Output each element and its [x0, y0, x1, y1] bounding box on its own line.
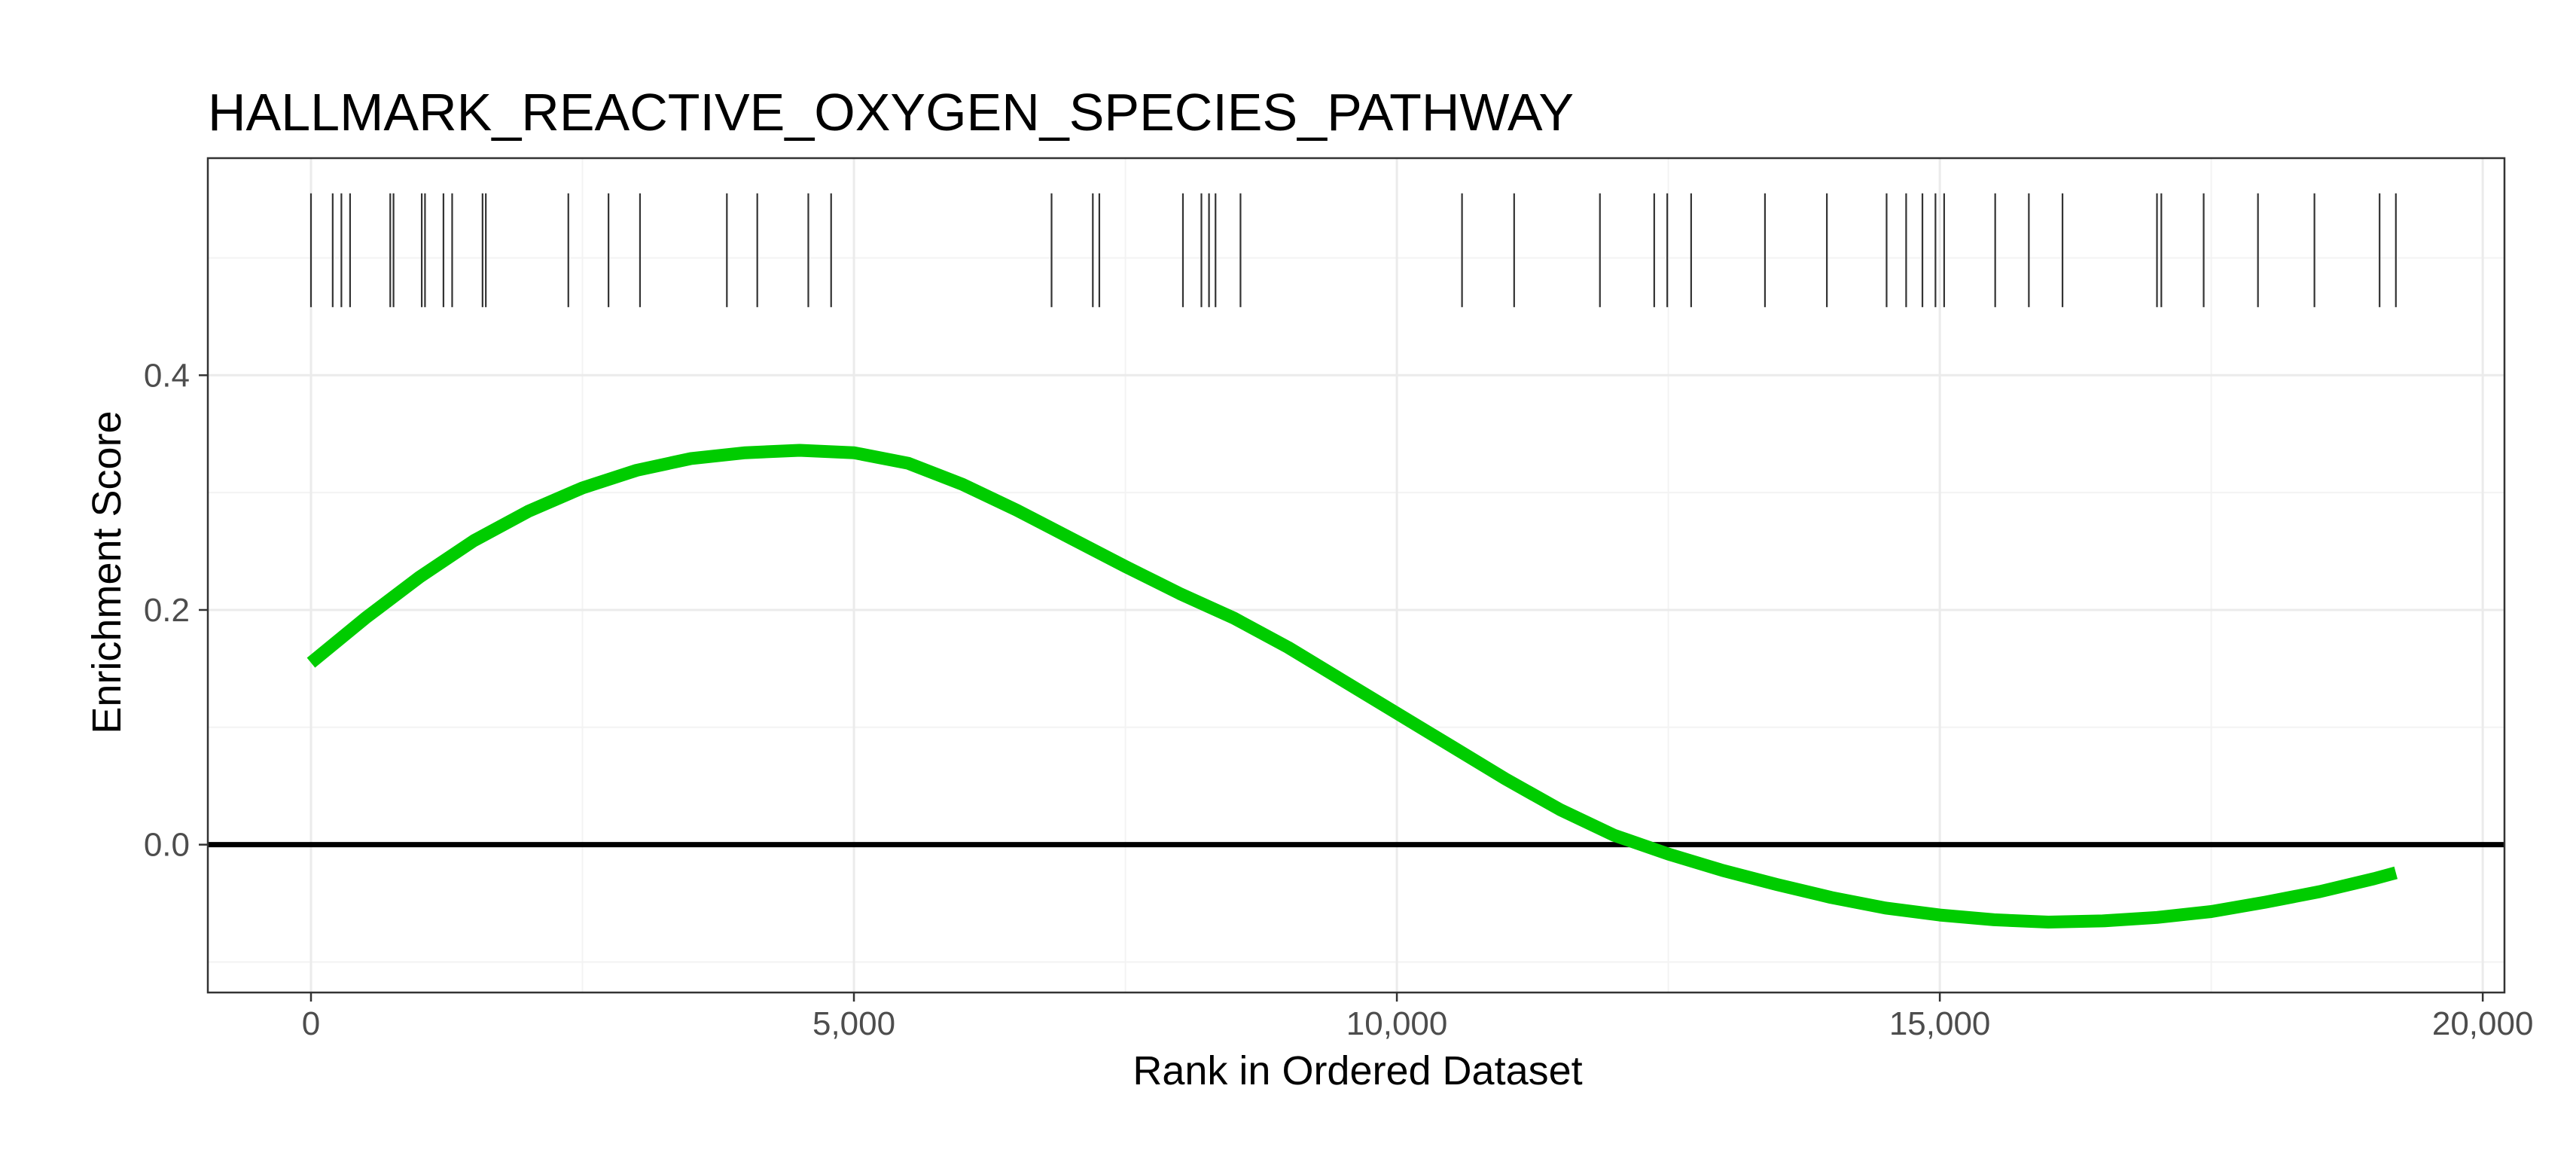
- minor-gridlines: [208, 158, 2504, 993]
- panel-border: [206, 157, 2506, 994]
- y-tick-label: 0.4: [144, 357, 190, 394]
- x-axis-ticks: 0 5,000 10,000 15,000 20,000: [302, 993, 2534, 1042]
- x-axis-label: Rank in Ordered Dataset: [1133, 1048, 1582, 1093]
- x-tick-label: 20,000: [2432, 1005, 2534, 1042]
- x-tick-label: 0: [302, 1005, 320, 1042]
- x-tick-label: 10,000: [1346, 1005, 1448, 1042]
- y-axis-label: Enrichment Score: [84, 410, 130, 733]
- y-tick-label: 0.0: [144, 827, 190, 864]
- chart-title: HALLMARK_REACTIVE_OXYGEN_SPECIES_PATHWAY: [208, 83, 1574, 142]
- gene-hit-ticks: [309, 193, 2397, 307]
- x-tick-label: 5,000: [812, 1005, 895, 1042]
- x-tick-label: 15,000: [1889, 1005, 1991, 1042]
- enrichment-curve: [306, 444, 2398, 929]
- y-axis-ticks: 0.0 0.2 0.4: [144, 357, 208, 864]
- y-tick-label: 0.2: [144, 592, 190, 629]
